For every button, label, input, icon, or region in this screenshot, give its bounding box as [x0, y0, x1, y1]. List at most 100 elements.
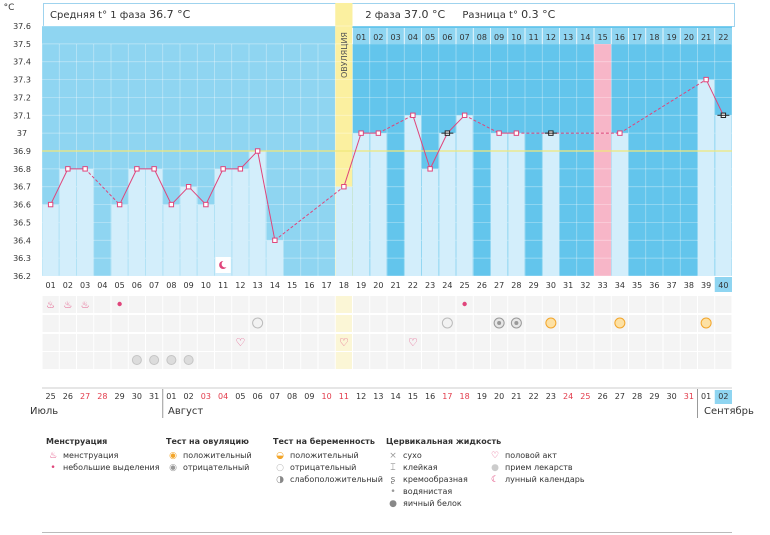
temperature-bar	[42, 204, 59, 276]
symbol-cell	[594, 352, 611, 369]
symbol-cell	[266, 315, 283, 332]
temperature-line-segment	[188, 186, 207, 205]
date-label: 01	[166, 392, 176, 401]
cycle-day-label: 25	[460, 281, 470, 290]
date-label: 31	[684, 392, 694, 401]
symbol-cell	[715, 334, 732, 351]
symbol-cell	[128, 296, 145, 313]
temperature-bar	[439, 133, 456, 276]
moon-icon-shadow	[221, 260, 229, 268]
symbol-cell	[318, 352, 335, 369]
phase2-day-label: 12	[546, 33, 556, 42]
symbol-cell	[542, 296, 559, 313]
date-label: 18	[460, 392, 470, 401]
date-label: 26	[598, 392, 608, 401]
symbol-cell	[715, 296, 732, 313]
symbol-cell	[404, 334, 421, 351]
temperature-line-segment	[119, 168, 138, 205]
symbol-cell	[680, 334, 697, 351]
symbol-cell	[473, 334, 490, 351]
pregnancy-negative-icon	[441, 317, 453, 329]
ovulation-positive-icon	[700, 317, 712, 329]
symbol-cell	[404, 315, 421, 332]
temperature-point	[461, 112, 468, 118]
menstruation-icon: ♨	[63, 300, 72, 311]
temperature-line-segment	[343, 132, 362, 187]
symbol-cell	[301, 315, 318, 332]
dry-icon: ×	[389, 451, 397, 461]
symbol-cell	[197, 296, 214, 313]
temperature-bar	[163, 204, 180, 276]
symbol-cell	[318, 334, 335, 351]
date-label: 05	[235, 392, 245, 401]
menstruation-icon: ♨	[81, 300, 90, 311]
phase2-day-label: 08	[477, 33, 487, 42]
legend-menstruation: Менструация ♨ менструация • небольшие выде…	[46, 437, 160, 474]
temperature-bar	[266, 240, 283, 276]
temperature-point	[47, 201, 54, 208]
date-label: 26	[63, 392, 73, 401]
temperature-point	[617, 130, 623, 136]
ovulation-positive-icon	[614, 317, 626, 329]
temperature-bar	[197, 204, 214, 276]
symbol-cell	[128, 315, 145, 332]
bottom-divider	[42, 532, 732, 533]
legend-item: менструация	[63, 451, 119, 460]
date-label: 02	[184, 392, 194, 401]
symbol-cell	[353, 315, 370, 332]
y-tick-label: 36.4	[13, 236, 31, 245]
symbol-cell	[215, 352, 232, 369]
temperature-bar	[77, 168, 94, 276]
phase2-day-label: 04	[408, 33, 418, 42]
y-tick-label: 36.8	[13, 165, 31, 174]
phase2-day-label: 19	[667, 33, 677, 42]
symbol-cell	[180, 334, 197, 351]
temperature-point	[237, 166, 244, 172]
cycle-day-label: 05	[115, 281, 125, 290]
symbol-cell	[387, 352, 404, 369]
date-label: 17	[442, 392, 452, 401]
legend-item: слабоположительный	[290, 475, 383, 484]
symbol-cell	[266, 334, 283, 351]
highlight-day-cell	[714, 277, 732, 292]
symbol-cell	[146, 296, 163, 313]
phase2-day-label: 20	[684, 33, 694, 42]
symbol-cell	[473, 315, 490, 332]
medication-icon	[149, 355, 160, 365]
date-label: 21	[511, 392, 521, 401]
legend-item: половой акт	[505, 451, 557, 460]
symbol-cell	[456, 315, 473, 332]
month-august: Август	[168, 406, 204, 417]
cycle-day-label: 14	[270, 281, 280, 290]
cycle-day-label: 27	[494, 281, 504, 290]
symbol-cell	[525, 296, 542, 313]
phase2-day-label: 18	[649, 33, 659, 42]
date-label: 30	[667, 392, 677, 401]
y-tick-label: 36.3	[13, 254, 31, 263]
symbol-cell	[594, 315, 611, 332]
symbol-cell	[663, 296, 680, 313]
symbol-cell	[370, 296, 387, 313]
symbol-cell	[111, 334, 128, 351]
sticky-icon: ⌶	[390, 463, 396, 473]
cycle-day-label: 38	[684, 281, 694, 290]
cycle-day-label: 26	[477, 281, 487, 290]
intercourse-icon: ♡	[339, 336, 349, 349]
date-label: 04	[218, 392, 228, 401]
date-label: 19	[477, 392, 487, 401]
menstruation-icon: ♨	[48, 451, 58, 461]
cycle-day-label: 39	[701, 281, 711, 290]
legend-item: кремообразная	[403, 475, 468, 484]
symbol-cell	[42, 334, 59, 351]
cycle-day-label: 34	[615, 281, 625, 290]
symbol-cell	[422, 352, 439, 369]
temperature-point	[358, 130, 364, 136]
phase2-day-label: 09	[494, 33, 504, 42]
symbol-cell	[456, 334, 473, 351]
symbol-cell	[594, 296, 611, 313]
pregnancy-weak-icon: ◑	[276, 475, 284, 485]
symbol-cell	[94, 352, 111, 369]
highlight-day-column	[594, 44, 612, 276]
cycle-day-label: 31	[563, 281, 573, 290]
